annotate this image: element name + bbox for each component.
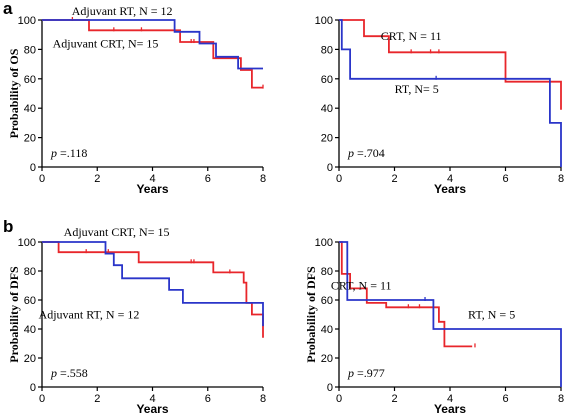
x-axis-label: Years bbox=[434, 182, 466, 196]
x-tick-label: 6 bbox=[502, 393, 508, 405]
p-value: p =.118 bbox=[50, 146, 87, 160]
x-tick-label: 4 bbox=[149, 393, 155, 405]
y-axis-label: Probability of OS bbox=[7, 48, 21, 138]
p-value: p =.558 bbox=[50, 366, 88, 380]
km-curve-blue bbox=[42, 19, 263, 70]
p-value: p =.977 bbox=[347, 366, 385, 380]
x-tick-label: 2 bbox=[391, 173, 397, 185]
x-tick-label: 0 bbox=[336, 393, 342, 405]
p-value: p =.704 bbox=[347, 146, 385, 160]
y-tick-label: 40 bbox=[24, 324, 36, 336]
x-tick-label: 4 bbox=[447, 393, 453, 405]
km-curve-blue bbox=[339, 19, 562, 167]
y-tick-label: 80 bbox=[24, 266, 36, 278]
series-annotation: Adjuvant RT, N = 12 bbox=[39, 308, 140, 322]
x-tick-label: 0 bbox=[39, 393, 45, 405]
y-axis-label: Probability of DFS bbox=[304, 266, 318, 363]
km-curve-red bbox=[339, 241, 473, 348]
y-axis-label: Probability of DFS bbox=[7, 266, 21, 363]
x-tick-label: 6 bbox=[205, 393, 211, 405]
x-tick-label: 2 bbox=[94, 393, 100, 405]
y-tick-label: 80 bbox=[321, 266, 333, 278]
y-tick-label: 100 bbox=[315, 237, 333, 249]
panel-label-b: b bbox=[3, 217, 13, 236]
km-curve-red bbox=[339, 19, 562, 110]
x-tick-label: 2 bbox=[391, 393, 397, 405]
y-tick-label: 0 bbox=[30, 382, 36, 394]
km-curve-red bbox=[42, 241, 264, 338]
y-tick-label: 60 bbox=[321, 74, 333, 86]
x-axis-label: Years bbox=[434, 402, 466, 416]
series-annotation: RT, N= 5 bbox=[395, 82, 439, 96]
x-tick-label: 2 bbox=[94, 173, 100, 185]
y-tick-label: 0 bbox=[30, 162, 36, 174]
y-tick-label: 60 bbox=[321, 295, 333, 307]
y-tick-label: 60 bbox=[24, 295, 36, 307]
y-tick-label: 20 bbox=[321, 133, 333, 145]
y-tick-label: 100 bbox=[18, 237, 36, 249]
x-tick-label: 0 bbox=[39, 173, 45, 185]
x-tick-label: 8 bbox=[260, 393, 266, 405]
km-curve-red bbox=[42, 19, 263, 89]
x-tick-label: 6 bbox=[502, 173, 508, 185]
y-tick-label: 100 bbox=[315, 15, 333, 27]
x-tick-label: 4 bbox=[447, 173, 453, 185]
y-tick-label: 0 bbox=[327, 382, 333, 394]
y-tick-label: 20 bbox=[24, 133, 36, 145]
series-annotation: CRT, N = 11 bbox=[381, 29, 442, 43]
x-tick-label: 0 bbox=[336, 173, 342, 185]
series-annotation: Adjuvant CRT, N= 15 bbox=[64, 225, 170, 239]
x-tick-label: 8 bbox=[558, 393, 564, 405]
x-tick-label: 8 bbox=[558, 173, 564, 185]
y-tick-label: 40 bbox=[321, 324, 333, 336]
y-tick-label: 20 bbox=[24, 353, 36, 365]
y-tick-label: 20 bbox=[321, 353, 333, 365]
series-annotation: Adjuvant RT, N = 12 bbox=[72, 4, 173, 18]
panel-label-a: a bbox=[3, 0, 13, 18]
y-tick-label: 80 bbox=[321, 44, 333, 56]
series-annotation: CRT, N = 11 bbox=[331, 279, 392, 293]
y-tick-label: 80 bbox=[24, 44, 36, 56]
x-axis-label: Years bbox=[136, 402, 168, 416]
x-tick-label: 8 bbox=[260, 173, 266, 185]
y-tick-label: 60 bbox=[24, 74, 36, 86]
km-curve-blue bbox=[42, 241, 264, 327]
y-tick-label: 0 bbox=[327, 162, 333, 174]
y-tick-label: 40 bbox=[321, 103, 333, 115]
x-tick-label: 6 bbox=[205, 173, 211, 185]
series-annotation: Adjuvant CRT, N= 15 bbox=[53, 37, 159, 51]
series-annotation: RT, N = 5 bbox=[468, 308, 515, 322]
y-tick-label: 40 bbox=[24, 103, 36, 115]
x-tick-label: 4 bbox=[149, 173, 155, 185]
y-tick-label: 100 bbox=[18, 15, 36, 27]
km-curve-blue bbox=[339, 241, 562, 387]
x-axis-label: Years bbox=[136, 182, 168, 196]
